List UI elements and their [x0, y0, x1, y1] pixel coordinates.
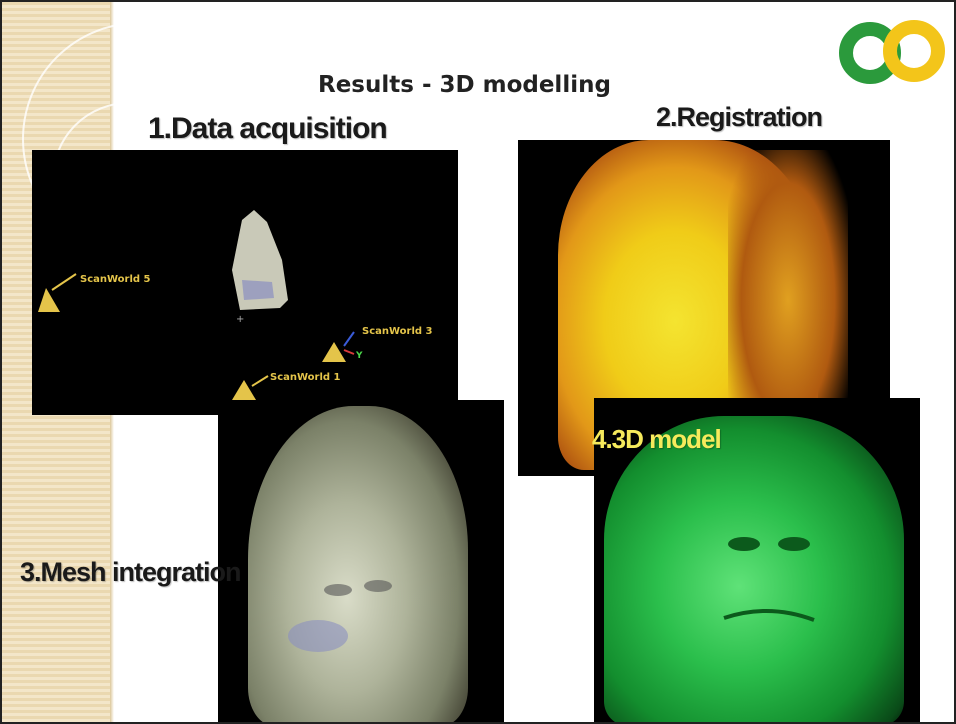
- scanned-object-shade: [242, 280, 274, 300]
- model-mouth: [723, 609, 815, 622]
- mesh-eye-right: [364, 580, 392, 592]
- mesh-model: [248, 406, 468, 722]
- mesh-integration-image: [218, 400, 504, 722]
- green-3d-model: [604, 416, 904, 722]
- 3d-model-image: [594, 398, 920, 722]
- scanworld-3-marker-icon: [322, 342, 346, 362]
- scan-scene: ScanWorld 5 Y ScanWorld 3 ScanWorld 1 +: [38, 210, 433, 400]
- mesh-eye-left: [324, 584, 352, 596]
- scanworld-1-leader: [251, 375, 269, 387]
- step-label-mesh-integration: 3.Mesh integration: [20, 557, 242, 587]
- step-label-registration: 2.Registration: [656, 102, 823, 132]
- scanworld-5-marker-icon: [38, 288, 60, 312]
- mesh-shade: [288, 620, 348, 652]
- model-eye-left: [728, 537, 760, 551]
- model-eye-right: [778, 537, 810, 551]
- scanworld-5-leader: [51, 273, 77, 291]
- scanworld-1-label: ScanWorld 1: [270, 372, 341, 383]
- mesh-details: [288, 580, 392, 652]
- model-details: [723, 537, 815, 622]
- data-acquisition-image: ScanWorld 5 Y ScanWorld 3 ScanWorld 1 +: [32, 150, 458, 415]
- scanworld-5-label: ScanWorld 5: [80, 274, 151, 285]
- step-label-data-acquisition: 1.Data acquisition: [148, 112, 388, 145]
- scanworld-3-label: ScanWorld 3: [362, 326, 433, 337]
- origin-marker: +: [236, 314, 244, 325]
- step-label-3d-model: 4.3D model: [592, 424, 722, 454]
- slide-title: Results - 3D modelling: [318, 72, 611, 98]
- logo-icon: [839, 20, 945, 84]
- axis-y-label: Y: [355, 351, 363, 361]
- axis-x: [343, 349, 355, 355]
- scanworld-1-marker-icon: [232, 380, 256, 400]
- axis-z: [343, 331, 355, 347]
